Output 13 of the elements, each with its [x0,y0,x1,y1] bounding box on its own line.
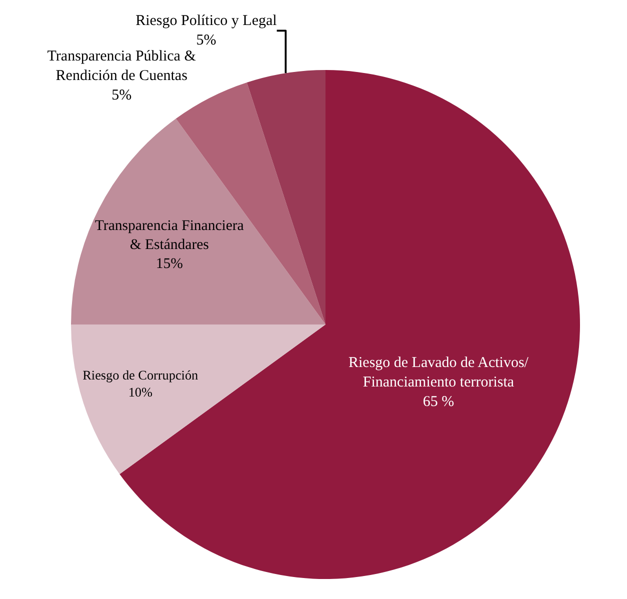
slice-label: Riesgo Político y Legal [136,12,277,29]
pie-slice [246,70,326,324]
pie-slice [71,324,326,474]
pie-slice [71,118,326,324]
data-label: 5% [196,32,216,48]
data-label: 10% [128,384,152,400]
slice-label: Riesgo de Lavado de Activos/ Financiamiento terrorista [348,354,530,390]
data-label: 5% [112,87,132,104]
slice-label: Transparencia Pública & Rendición de Cuentas [47,48,196,84]
data-label: 65 % [422,394,454,410]
data-label: 15% [156,256,183,272]
slice-label: Riesgo de Corrupción [82,368,199,383]
slice-label: Transparencia Financiera & Estándares [94,218,244,253]
